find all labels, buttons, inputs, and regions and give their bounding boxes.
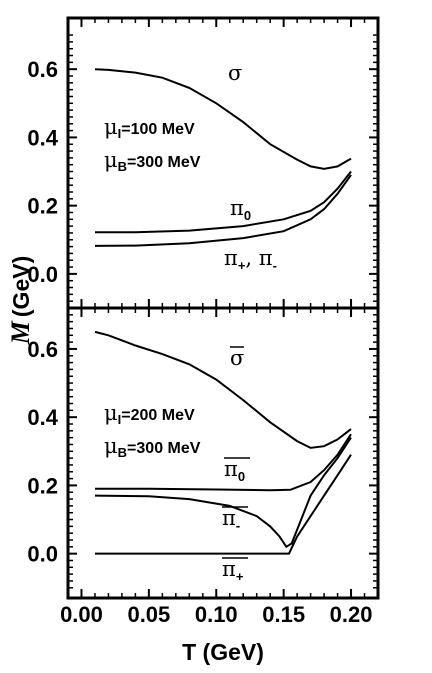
series-label: σ	[228, 61, 242, 85]
x-axis: 0.00 0.05 0.10 0.15 0.20 T (GeV)	[60, 602, 372, 665]
series-line	[95, 454, 352, 555]
annotation-mu-b: μB=300 MeV	[104, 148, 201, 174]
x-tick-label: 0.15	[262, 602, 305, 627]
y-tick-label: 0.2	[27, 473, 58, 498]
y-tick-label: 0.0	[27, 262, 58, 287]
series-label: π+, π-	[224, 246, 277, 273]
y-tick-label: 0.6	[27, 57, 58, 82]
series-line	[94, 174, 352, 247]
y-tick-label: 0.4	[27, 405, 58, 430]
x-axis-label: T (GeV)	[182, 639, 264, 665]
x-tick-label: 0.00	[60, 602, 103, 627]
series-label: π0	[224, 457, 245, 484]
series-line	[95, 433, 352, 492]
y-axis-label: M(GeV)	[6, 256, 35, 345]
x-tick-label: 0.20	[330, 602, 373, 627]
annotation-mu-i: μI=200 MeV	[104, 401, 195, 427]
series-line	[95, 170, 352, 234]
x-tick-label: 0.10	[195, 602, 238, 627]
y-axis-unit: (GeV)	[8, 256, 34, 317]
bottom-panel: 0.0 0.2 0.4 0.6 σ π0 π-π+ μI=200 MeV μB=300 MeV	[27, 306, 380, 600]
series-label: π+	[222, 557, 244, 584]
annotation-mu-b: μB=300 MeV	[104, 434, 201, 460]
series-label: π0	[230, 196, 251, 223]
series-label: π-	[222, 506, 240, 533]
plot-frame	[66, 306, 380, 600]
series-line	[94, 437, 352, 549]
annotation-mu-i: μI=100 MeV	[104, 115, 195, 141]
series-line	[94, 330, 352, 449]
y-tick-label: 0.2	[27, 194, 58, 219]
series-label: σ	[230, 346, 244, 370]
y-tick-label: 0.0	[27, 542, 58, 567]
series-line	[94, 68, 352, 170]
x-tick-label: 0.05	[127, 602, 170, 627]
y-tick-label: 0.6	[27, 337, 58, 362]
top-panel: 0.0 0.2 0.4 0.6 σ π0 π+, π-μI=100 MeV μB=300 Me…	[27, 16, 380, 310]
y-tick-label: 0.4	[27, 125, 58, 150]
